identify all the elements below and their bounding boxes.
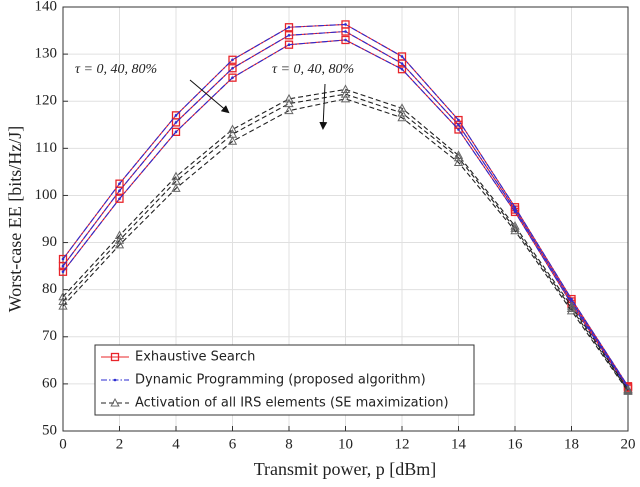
marker [513,210,517,214]
y-tick-label: 140 [35,0,58,14]
y-tick-label: 90 [42,234,57,250]
marker [171,127,181,136]
marker [231,76,234,79]
y-tick-label: 70 [42,328,57,344]
marker [510,225,520,235]
marker [513,205,517,209]
marker [114,239,125,249]
marker [400,55,404,58]
plot-frame [62,6,629,432]
marker [114,235,125,244]
legend-marker [110,397,120,407]
marker [287,43,291,46]
marker [114,230,125,239]
marker [400,62,404,65]
marker [118,182,121,185]
marker [61,264,65,268]
y-tick-label: 60 [42,375,57,391]
marker [400,67,404,71]
x-tick-label: 4 [172,436,180,452]
x-tick-label: 2 [116,436,124,452]
marker [287,33,291,37]
marker [397,65,407,74]
legend-marker [113,378,117,382]
legend-marker [110,352,120,362]
marker [174,121,178,124]
marker [284,93,294,103]
x-tick-label: 8 [285,436,293,452]
x-tick-label: 18 [564,436,579,452]
legend-box [94,344,475,416]
marker [61,257,65,261]
marker [115,186,124,195]
y-tick-label: 100 [35,187,58,203]
y-tick-label: 50 [42,422,57,438]
marker [228,64,237,73]
marker [457,123,460,127]
legend-label: Dynamic Programming (proposed algorithm) [135,373,426,388]
x-tick-label: 20 [621,436,636,452]
marker [118,189,121,193]
marker [115,194,124,203]
series-line [62,98,629,392]
marker [231,58,234,62]
marker [228,73,237,82]
marker [174,130,178,134]
marker [58,296,68,305]
x-tick-label: 6 [229,436,237,452]
marker [58,291,68,301]
x-axis-label: Transmit power, p [dBm] [254,459,437,479]
annotation-arrow [319,83,328,130]
marker [171,183,181,192]
x-tick-label: 0 [59,436,67,452]
marker [284,105,294,115]
marker [58,261,68,271]
marker [453,152,464,162]
marker [227,124,238,133]
marker [340,89,351,98]
marker [227,136,238,145]
marker [171,171,181,181]
marker [344,38,347,42]
marker [344,30,347,33]
legend: Exhaustive Search Dynamic Programming (pr… [94,344,475,416]
marker [340,93,351,103]
marker [453,157,464,166]
x-tick-label: 14 [451,436,467,452]
marker [171,118,181,127]
marker [118,197,121,201]
annotation: τ = 0, 40, 80% [75,62,157,77]
marker [457,128,460,131]
annotation: τ = 0, 40, 80% [272,62,354,77]
x-tick-label: 16 [508,436,524,452]
annotation-arrow [189,79,230,114]
marker [566,305,577,315]
x-tick-label: 10 [338,436,353,452]
marker [287,25,291,29]
y-axis-label: Worst-case EE [bits/Hz/J] [5,126,25,313]
marker [174,114,178,117]
legend-label: Exhaustive Search [135,350,255,365]
marker [61,270,65,274]
marker [397,59,407,68]
marker [397,107,407,117]
marker [344,23,347,26]
marker [457,118,460,122]
y-tick-label: 80 [42,281,57,297]
marker [623,386,633,395]
legend-label: Activation of all IRS elements (SE maxim… [135,396,449,411]
marker [340,84,351,93]
marker [228,55,237,64]
y-tick-label: 130 [35,46,58,62]
x-tick-label: 12 [395,436,410,452]
marker [397,103,407,112]
y-tick-label: 110 [35,140,57,156]
y-tick-label: 120 [35,93,58,109]
marker [58,301,68,310]
marker [231,66,234,70]
marker [58,267,68,276]
marker [397,112,407,122]
